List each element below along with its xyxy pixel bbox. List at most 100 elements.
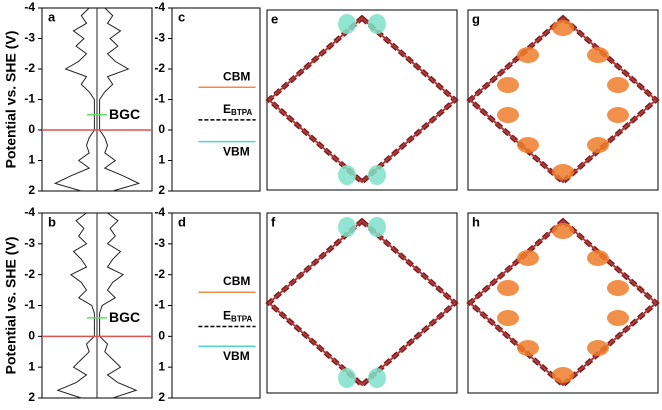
y-tick-label: -4 [24, 205, 35, 219]
y-axis-label: Potential vs. SHE (V) [3, 31, 19, 169]
y-tick-label: 1 [28, 359, 35, 373]
orbital-lobe [552, 367, 574, 383]
framework [269, 221, 455, 385]
level-name: E [223, 102, 231, 116]
level-label: EBTPA [223, 309, 252, 324]
panel-label: c [178, 9, 185, 24]
y-tick-label: 2 [158, 183, 165, 197]
y-tick-label: -1 [154, 92, 165, 106]
axes-frame [171, 7, 261, 192]
orbital-lobe [368, 368, 386, 388]
y-tick-label: -2 [24, 267, 35, 281]
structure-panels: e g f h [266, 9, 659, 394]
orbital-lobe [552, 20, 574, 36]
orbital-lobe [552, 164, 574, 180]
orbital-lobe [587, 137, 609, 153]
level-name: E [223, 309, 231, 323]
panel-label: b [48, 214, 56, 229]
y-tick-label: 1 [28, 153, 35, 167]
orbital-lobe [338, 368, 356, 388]
orbital-lobe [607, 280, 629, 296]
framework [470, 221, 656, 385]
y-tick-label: 0 [158, 122, 165, 136]
level-label: CBM [223, 274, 250, 288]
y-tick-label: -4 [154, 0, 165, 14]
level-name: BGC [109, 105, 140, 121]
y-tick-label: -4 [154, 205, 165, 219]
level-label: VBM [223, 349, 250, 363]
level-label: BGC [109, 105, 140, 121]
orbital-lobe [587, 47, 609, 63]
panel-label: f [271, 214, 276, 229]
y-tick-label: 2 [28, 183, 35, 197]
structure-frame [266, 212, 458, 394]
orbital-lobe [607, 310, 629, 326]
orbital-lobe [368, 217, 386, 237]
orbital-lobe [587, 250, 609, 266]
level-name: VBM [223, 145, 250, 159]
framework [269, 18, 455, 182]
panel-label: h [472, 214, 480, 229]
level-sub: BTPA [231, 108, 252, 117]
level-label: VBM [223, 145, 250, 159]
orbital-lobe [517, 250, 539, 266]
y-tick-label: -3 [154, 31, 165, 45]
orbital-lobe [517, 47, 539, 63]
y-tick-label: -1 [24, 298, 35, 312]
level-label: EBTPA [223, 102, 252, 117]
orbital-lobe [587, 340, 609, 356]
panel-label: d [178, 214, 186, 229]
y-axis-label: Potential vs. SHE (V) [3, 237, 19, 375]
y-tick-label: 2 [28, 390, 35, 404]
dos-curve [56, 212, 95, 399]
y-tick-label: -2 [154, 267, 165, 281]
orbital-lobe [497, 107, 519, 123]
level-label: BGC [109, 309, 140, 325]
y-tick-label: 2 [158, 390, 165, 404]
structure-frame [266, 9, 458, 191]
panel-label: e [271, 11, 278, 26]
level-sub: BTPA [231, 315, 252, 324]
y-tick-label: 0 [28, 122, 35, 136]
structure-frame [467, 9, 659, 191]
orbital-lobe [338, 165, 356, 185]
dos-curve [99, 7, 141, 192]
orbital-lobe [368, 165, 386, 185]
orbital-lobe [368, 14, 386, 34]
level-name: VBM [223, 349, 250, 363]
panel-label: g [472, 11, 480, 26]
dos-curve [99, 212, 138, 399]
y-tick-label: -3 [24, 31, 35, 45]
orbital-lobe [517, 340, 539, 356]
y-tick-label: 0 [158, 329, 165, 343]
level-name: CBM [223, 69, 250, 83]
orbital-lobe [552, 223, 574, 239]
axes-frame [171, 212, 261, 399]
level-name: CBM [223, 274, 250, 288]
y-tick-label: -1 [24, 92, 35, 106]
orbital-lobe [497, 310, 519, 326]
orbital-lobe [338, 217, 356, 237]
y-tick-label: -3 [154, 236, 165, 250]
orbital-lobe [607, 77, 629, 93]
level-label: CBM [223, 69, 250, 83]
orbital-lobe [607, 107, 629, 123]
level-name: BGC [109, 309, 140, 325]
y-tick-label: 0 [28, 329, 35, 343]
y-tick-label: -2 [24, 61, 35, 75]
y-tick-label: -3 [24, 236, 35, 250]
y-tick-label: -1 [154, 298, 165, 312]
orbital-lobe [517, 137, 539, 153]
y-tick-label: -4 [24, 0, 35, 14]
y-tick-label: -2 [154, 61, 165, 75]
orbital-lobe [497, 280, 519, 296]
structure-frame [467, 212, 659, 394]
framework [470, 18, 656, 182]
dos-curve [53, 7, 95, 192]
orbital-lobe [338, 14, 356, 34]
panel-label: a [48, 9, 56, 24]
y-tick-label: 1 [158, 153, 165, 167]
orbital-lobe [497, 77, 519, 93]
y-tick-label: 1 [158, 359, 165, 373]
